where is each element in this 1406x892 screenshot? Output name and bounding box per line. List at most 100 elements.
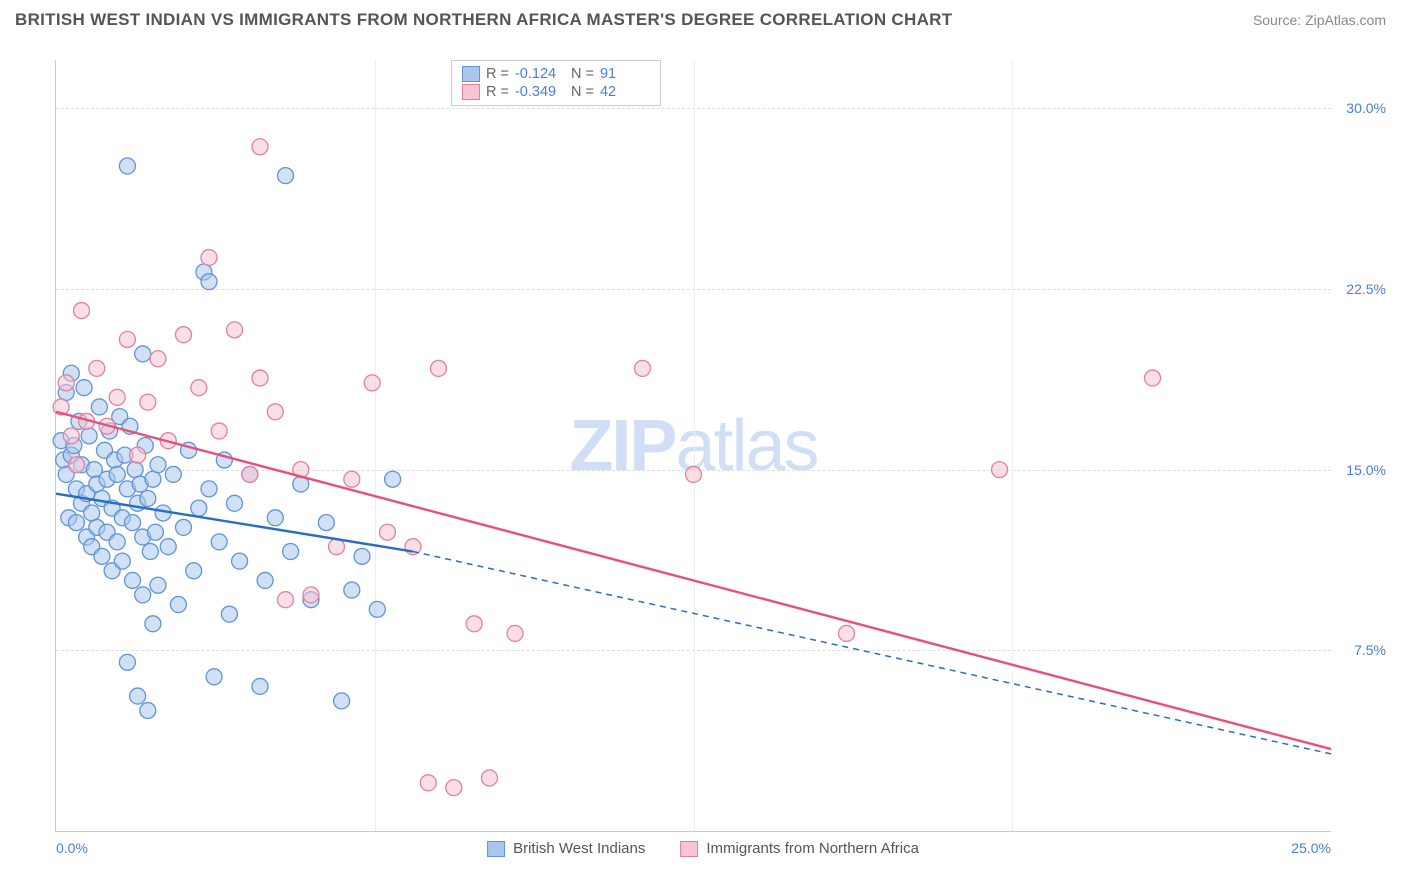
scatter-point — [63, 428, 79, 444]
stats-row: R = -0.349 N = 42 — [462, 83, 650, 101]
scatter-point — [109, 466, 125, 482]
scatter-point — [191, 500, 207, 516]
scatter-point — [145, 616, 161, 632]
y-tick-label: 15.0% — [1336, 462, 1386, 478]
legend-label: Immigrants from Northern Africa — [706, 840, 919, 857]
n-label: N = — [571, 84, 594, 100]
r-value: -0.124 — [515, 66, 565, 82]
scatter-point — [150, 457, 166, 473]
legend-swatch — [462, 66, 480, 82]
scatter-point — [252, 139, 268, 155]
y-tick-label: 22.5% — [1336, 281, 1386, 297]
plot-area: ZIPatlas R =-0.124N =91R =-0.349N =42 7.… — [55, 60, 1331, 832]
scatter-plot-svg — [56, 60, 1331, 831]
y-tick-label: 30.0% — [1336, 100, 1386, 116]
scatter-point — [170, 597, 186, 613]
scatter-point — [74, 303, 90, 319]
scatter-point — [278, 592, 294, 608]
n-label: N = — [571, 66, 594, 82]
scatter-point — [130, 447, 146, 463]
legend-swatch — [462, 84, 480, 100]
scatter-point — [1145, 370, 1161, 386]
scatter-point — [334, 693, 350, 709]
scatter-point — [160, 539, 176, 555]
n-value: 42 — [600, 84, 650, 100]
scatter-point — [140, 394, 156, 410]
scatter-point — [257, 572, 273, 588]
scatter-point — [109, 389, 125, 405]
scatter-point — [344, 471, 360, 487]
scatter-point — [369, 601, 385, 617]
legend-item: British West Indians — [487, 840, 645, 857]
scatter-point — [135, 587, 151, 603]
scatter-point — [446, 780, 462, 796]
scatter-point — [635, 360, 651, 376]
scatter-point — [186, 563, 202, 579]
scatter-point — [303, 587, 319, 603]
scatter-point — [242, 466, 258, 482]
scatter-point — [283, 544, 299, 560]
scatter-point — [211, 423, 227, 439]
scatter-point — [76, 380, 92, 396]
scatter-point — [344, 582, 360, 598]
r-label: R = — [486, 84, 509, 100]
scatter-point — [125, 572, 141, 588]
y-tick-label: 7.5% — [1336, 642, 1386, 658]
stats-legend-box: R = -0.124 N = 91R = -0.349 N = 42 — [451, 60, 661, 106]
chart-title: BRITISH WEST INDIAN VS IMMIGRANTS FROM N… — [15, 10, 952, 30]
scatter-point — [89, 360, 105, 376]
x-tick-label: 25.0% — [1291, 840, 1331, 856]
scatter-point — [176, 519, 192, 535]
scatter-point — [364, 375, 380, 391]
scatter-point — [507, 625, 523, 641]
scatter-point — [267, 510, 283, 526]
scatter-point — [267, 404, 283, 420]
scatter-point — [482, 770, 498, 786]
series-legend: British West Indians Immigrants from Nort… — [487, 840, 919, 857]
scatter-point — [420, 775, 436, 791]
scatter-point — [142, 544, 158, 560]
legend-swatch — [680, 841, 698, 857]
source-attribution: Source: ZipAtlas.com — [1253, 12, 1386, 28]
chart-container: Master's Degree ZIPatlas R =-0.124N =91R… — [15, 45, 1391, 877]
scatter-point — [58, 375, 74, 391]
scatter-point — [227, 322, 243, 338]
scatter-point — [201, 481, 217, 497]
scatter-point — [354, 548, 370, 564]
scatter-point — [176, 327, 192, 343]
scatter-point — [839, 625, 855, 641]
scatter-point — [385, 471, 401, 487]
scatter-point — [201, 250, 217, 266]
scatter-point — [140, 703, 156, 719]
scatter-point — [150, 351, 166, 367]
scatter-point — [165, 466, 181, 482]
scatter-point — [686, 466, 702, 482]
legend-item: Immigrants from Northern Africa — [680, 840, 919, 857]
scatter-point — [147, 524, 163, 540]
scatter-point — [206, 669, 222, 685]
scatter-point — [135, 346, 151, 362]
scatter-point — [94, 548, 110, 564]
scatter-point — [318, 515, 334, 531]
scatter-point — [130, 688, 146, 704]
scatter-point — [127, 462, 143, 478]
trend-line-solid — [56, 412, 1331, 749]
scatter-point — [119, 158, 135, 174]
stats-row: R =-0.124N =91 — [462, 65, 650, 83]
scatter-point — [466, 616, 482, 632]
scatter-point — [68, 515, 84, 531]
legend-swatch — [487, 841, 505, 857]
scatter-point — [278, 168, 294, 184]
scatter-point — [380, 524, 396, 540]
scatter-point — [252, 678, 268, 694]
scatter-point — [211, 534, 227, 550]
r-value: -0.349 — [515, 84, 565, 100]
trend-line-dashed — [413, 552, 1331, 754]
scatter-point — [191, 380, 207, 396]
scatter-point — [145, 471, 161, 487]
scatter-point — [109, 534, 125, 550]
n-value: 91 — [600, 66, 650, 82]
scatter-point — [119, 331, 135, 347]
legend-label: British West Indians — [513, 840, 645, 857]
x-tick-label: 0.0% — [56, 840, 88, 856]
